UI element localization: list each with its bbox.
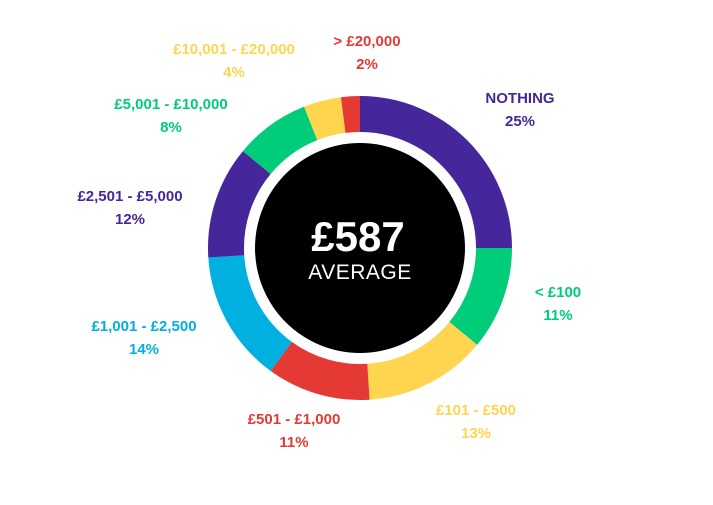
slices-layer [208,96,512,400]
slice-percent-1: 25% [505,113,535,130]
slice-9 [340,96,360,133]
slice-percent-2: 11% [543,307,572,324]
slice-4 [270,341,370,400]
slice-percent-5: 14% [129,341,159,358]
slice-label-2: < £100 [535,284,581,301]
labels-layer: NOTHING 25% < £100 11% £101 - £500 13% £501 - … [77,33,581,451]
slice-percent-8: 4% [223,64,245,81]
average-caption: AVERAGE [308,261,411,284]
slice-percent-4: 11% [279,434,308,451]
slice-label-6: £2,501 - £5,000 [77,188,182,205]
average-value: £587 [311,213,404,260]
slice-label-5: £1,001 - £2,500 [91,318,196,335]
center-disc [255,143,465,353]
slice-label-8: £10,001 - £20,000 [173,41,295,58]
slice-percent-3: 13% [461,425,491,442]
slice-5 [208,255,292,371]
slice-8 [304,97,346,141]
slice-percent-6: 12% [115,211,145,228]
slice-label-4: £501 - £1,000 [248,411,341,428]
slice-label-9: > £20,000 [333,33,400,50]
slice-7 [242,106,318,175]
slice-percent-9: 2% [356,56,378,73]
slice-2 [449,248,512,345]
slice-label-1: NOTHING [485,90,554,107]
slice-3 [367,321,478,400]
slice-label-3: £101 - £500 [436,402,516,419]
slice-1 [360,96,512,248]
slice-label-7: £5,001 - £10,000 [114,96,227,113]
slice-6 [208,151,271,258]
slice-percent-7: 8% [160,119,182,136]
